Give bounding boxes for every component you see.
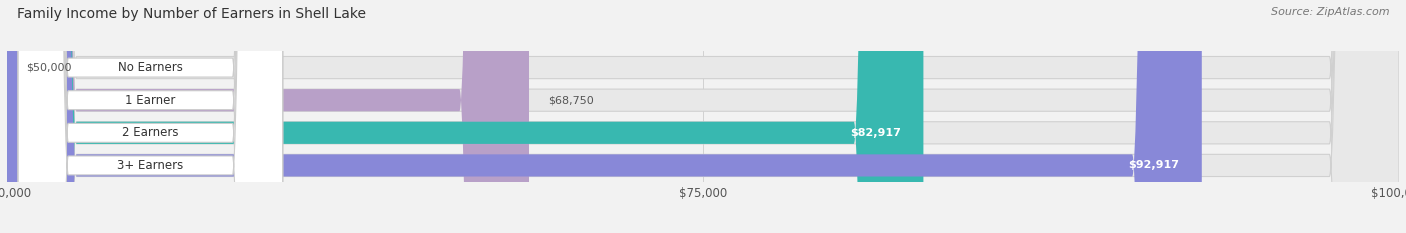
FancyBboxPatch shape [7, 0, 1399, 233]
Text: Source: ZipAtlas.com: Source: ZipAtlas.com [1271, 7, 1389, 17]
FancyBboxPatch shape [7, 0, 924, 233]
FancyBboxPatch shape [18, 0, 283, 233]
Text: $82,917: $82,917 [851, 128, 901, 138]
FancyBboxPatch shape [7, 0, 1202, 233]
Text: $92,917: $92,917 [1129, 161, 1180, 170]
Text: $50,000: $50,000 [27, 63, 72, 72]
Text: Family Income by Number of Earners in Shell Lake: Family Income by Number of Earners in Sh… [17, 7, 366, 21]
FancyBboxPatch shape [7, 0, 1399, 233]
Text: 3+ Earners: 3+ Earners [117, 159, 184, 172]
Text: 1 Earner: 1 Earner [125, 94, 176, 107]
FancyBboxPatch shape [7, 0, 1399, 233]
FancyBboxPatch shape [18, 0, 283, 233]
FancyBboxPatch shape [7, 0, 1399, 233]
FancyBboxPatch shape [18, 0, 283, 233]
Text: No Earners: No Earners [118, 61, 183, 74]
Text: 2 Earners: 2 Earners [122, 126, 179, 139]
FancyBboxPatch shape [18, 0, 283, 233]
Text: $68,750: $68,750 [548, 95, 595, 105]
FancyBboxPatch shape [7, 0, 529, 233]
